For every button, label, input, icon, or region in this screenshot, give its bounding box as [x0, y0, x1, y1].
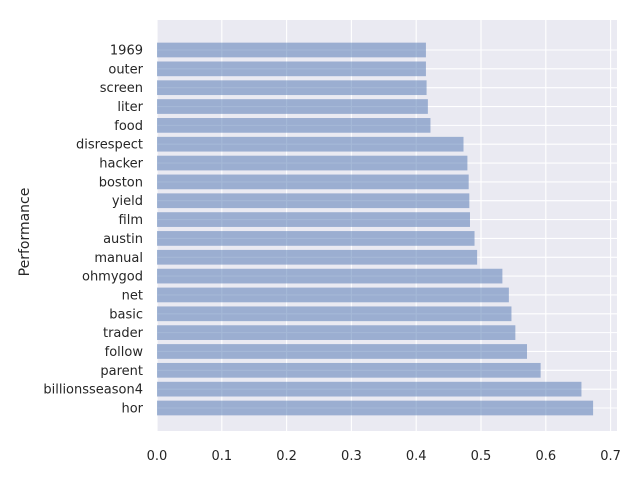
- bar-trader: [157, 325, 516, 340]
- x-tick-label: 0.6: [535, 449, 556, 464]
- bar-manual: [157, 249, 478, 265]
- y-tick-label: parent: [100, 364, 143, 379]
- bar-outer: [157, 61, 426, 77]
- y-tick-label: hacker: [99, 157, 143, 172]
- y-tick-label: liter: [117, 100, 143, 115]
- y-tick-label: yield: [112, 194, 143, 209]
- bar-follow: [157, 344, 528, 359]
- bar-food: [157, 118, 431, 133]
- bar-yield: [157, 193, 470, 209]
- bar-disrespect: [157, 136, 464, 152]
- x-tick-label: 0.3: [341, 449, 362, 464]
- bar-liter: [157, 99, 428, 114]
- x-tick-label: 0.0: [147, 449, 168, 464]
- bar-basic: [157, 306, 512, 322]
- y-tick-label: billionsseason4: [43, 383, 143, 398]
- y-axis-label: Performance: [17, 188, 33, 277]
- y-tick-label: hor: [121, 402, 143, 417]
- y-tick-label: trader: [103, 326, 144, 341]
- y-tick-label: manual: [94, 251, 143, 266]
- bar-boston: [157, 174, 469, 190]
- bar-net: [157, 287, 509, 303]
- y-tick-label: disrespect: [76, 138, 143, 153]
- bar-billionsseason4: [157, 381, 582, 397]
- bar-parent: [157, 362, 541, 378]
- y-tick-labels: 1969 outer screen liter food disrespect hacker…: [43, 44, 143, 417]
- bar-1969: [157, 42, 426, 58]
- bar-film: [157, 212, 470, 227]
- bar-hor: [157, 400, 594, 416]
- y-tick-label: film: [119, 213, 143, 228]
- bar-screen: [157, 80, 427, 96]
- y-tick-label: screen: [100, 81, 143, 96]
- y-tick-label: food: [114, 119, 143, 134]
- y-tick-label: austin: [103, 232, 143, 247]
- y-tick-label: follow: [105, 345, 144, 360]
- x-tick-label: 0.5: [471, 449, 492, 464]
- y-tick-label: net: [122, 288, 143, 303]
- bar-ohmygod: [157, 268, 503, 284]
- y-tick-label: outer: [108, 62, 143, 77]
- x-tick-labels: 0.0 0.1 0.2 0.3 0.4 0.5 0.6 0.7: [147, 449, 621, 464]
- bar-hacker: [157, 155, 468, 171]
- y-tick-label: boston: [99, 175, 143, 190]
- x-tick-label: 0.7: [600, 449, 621, 464]
- y-tick-label: ohmygod: [82, 270, 143, 285]
- bars: [157, 42, 594, 416]
- y-tick-label: 1969: [110, 44, 143, 59]
- x-tick-label: 0.2: [276, 449, 297, 464]
- bar-austin: [157, 231, 475, 246]
- x-tick-label: 0.4: [406, 449, 427, 464]
- x-tick-label: 0.1: [211, 449, 232, 464]
- y-tick-label: basic: [109, 307, 143, 322]
